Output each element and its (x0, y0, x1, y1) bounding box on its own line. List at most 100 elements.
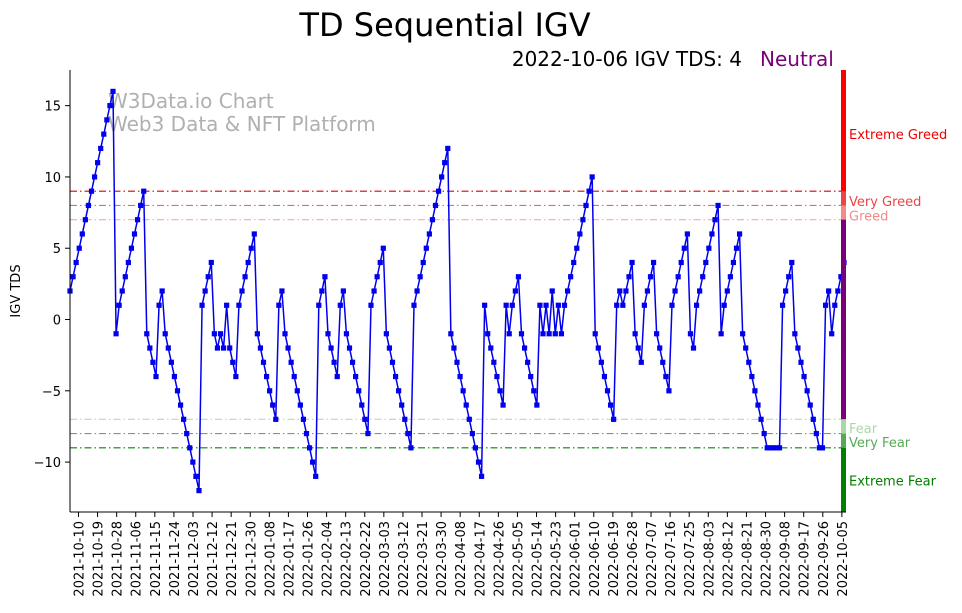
data-point-177 (611, 416, 617, 422)
x-tick-label-20: 2022-04-08 (454, 521, 469, 597)
data-point-57 (242, 274, 248, 280)
data-point-181 (623, 288, 629, 294)
x-tick-label-12: 2022-01-26 (302, 521, 317, 597)
data-point-136 (485, 331, 491, 337)
data-point-95 (359, 402, 365, 408)
data-point-7 (88, 188, 95, 194)
data-point-225 (758, 416, 764, 422)
data-point-5 (82, 217, 88, 223)
data-point-121 (439, 174, 445, 180)
data-point-168 (583, 202, 589, 209)
data-point-204 (693, 302, 700, 308)
data-point-115 (420, 259, 426, 266)
data-point-227 (764, 445, 770, 451)
data-point-92 (349, 359, 356, 365)
data-point-48 (214, 345, 221, 351)
data-point-216 (730, 259, 737, 266)
data-point-70 (282, 331, 288, 337)
data-point-205 (697, 288, 703, 294)
data-point-24 (141, 188, 147, 194)
data-point-38 (184, 430, 190, 437)
data-point-108 (399, 402, 405, 408)
data-point-112 (411, 302, 417, 308)
data-point-147 (518, 331, 525, 337)
data-point-237 (795, 345, 801, 351)
data-point-63 (260, 359, 267, 365)
data-point-88 (337, 302, 343, 308)
data-point-41 (193, 473, 199, 479)
x-tick-label-3: 2021-11-06 (130, 521, 145, 597)
data-point-14 (110, 88, 116, 94)
watermark-line-2: Web3 Data & NFT Platform (108, 112, 376, 136)
data-point-243 (813, 430, 819, 437)
data-point-114 (417, 274, 423, 280)
zone-label-1: Very Greed (849, 195, 921, 210)
data-point-49 (217, 331, 224, 337)
data-point-29 (156, 302, 162, 308)
data-point-214 (724, 288, 730, 294)
data-point-151 (531, 388, 537, 394)
data-point-8 (91, 174, 98, 180)
x-tick-label-25: 2022-05-23 (550, 521, 565, 597)
data-point-210 (712, 217, 718, 223)
x-tick-label-33: 2022-08-03 (702, 521, 717, 597)
data-point-21 (131, 231, 138, 237)
data-point-187 (641, 302, 647, 308)
x-tick-label-15: 2022-02-22 (359, 521, 374, 597)
data-point-221 (746, 359, 752, 365)
status-label: Neutral (760, 47, 834, 71)
data-point-228 (767, 445, 773, 451)
x-tick-label-22: 2022-04-26 (492, 521, 507, 597)
data-point-37 (181, 416, 187, 422)
data-point-184 (632, 331, 638, 337)
data-point-194 (663, 373, 669, 380)
data-point-90 (343, 331, 350, 337)
x-tick-label-30: 2022-07-07 (645, 521, 660, 597)
data-point-117 (426, 231, 432, 237)
data-point-96 (362, 416, 368, 422)
x-tick-label-13: 2022-02-04 (321, 521, 336, 597)
zone-label-0: Extreme Greed (849, 128, 947, 143)
data-point-18 (122, 274, 128, 280)
data-point-167 (580, 217, 586, 223)
data-point-165 (574, 245, 580, 251)
data-point-135 (482, 302, 488, 308)
data-point-166 (577, 231, 583, 237)
data-point-203 (690, 345, 697, 351)
data-point-139 (494, 373, 500, 380)
data-point-170 (589, 174, 595, 180)
data-point-94 (356, 388, 362, 394)
data-point-116 (423, 245, 429, 251)
data-point-68 (276, 302, 282, 308)
data-point-56 (239, 288, 245, 294)
y-tick-label-0: −10 (34, 456, 61, 471)
chart-subtitle: 2022-10-06 IGV TDS: 4 (512, 47, 742, 71)
data-point-100 (374, 274, 380, 280)
data-point-155 (543, 302, 549, 308)
data-point-164 (571, 259, 577, 266)
data-point-110 (405, 430, 411, 437)
data-point-40 (190, 459, 196, 465)
x-tick-label-14: 2022-02-13 (340, 521, 355, 597)
y-tick-label-3: 5 (53, 242, 61, 257)
data-point-239 (801, 373, 807, 380)
data-point-25 (144, 331, 150, 337)
data-point-126 (454, 359, 460, 365)
data-point-208 (706, 245, 712, 251)
data-point-10 (98, 145, 104, 152)
data-point-186 (638, 359, 644, 365)
data-point-249 (832, 302, 838, 308)
data-point-124 (448, 331, 454, 337)
data-point-64 (263, 373, 270, 380)
data-point-6 (85, 202, 92, 209)
data-point-235 (789, 259, 795, 266)
data-point-218 (736, 231, 743, 237)
x-tick-label-1: 2021-10-19 (92, 521, 107, 597)
data-point-240 (804, 388, 810, 394)
data-point-125 (451, 345, 457, 351)
x-tick-label-32: 2022-07-25 (683, 521, 698, 597)
x-tick-label-0: 2021-10-10 (72, 521, 87, 597)
data-point-15 (113, 331, 119, 337)
data-point-1 (70, 274, 76, 280)
